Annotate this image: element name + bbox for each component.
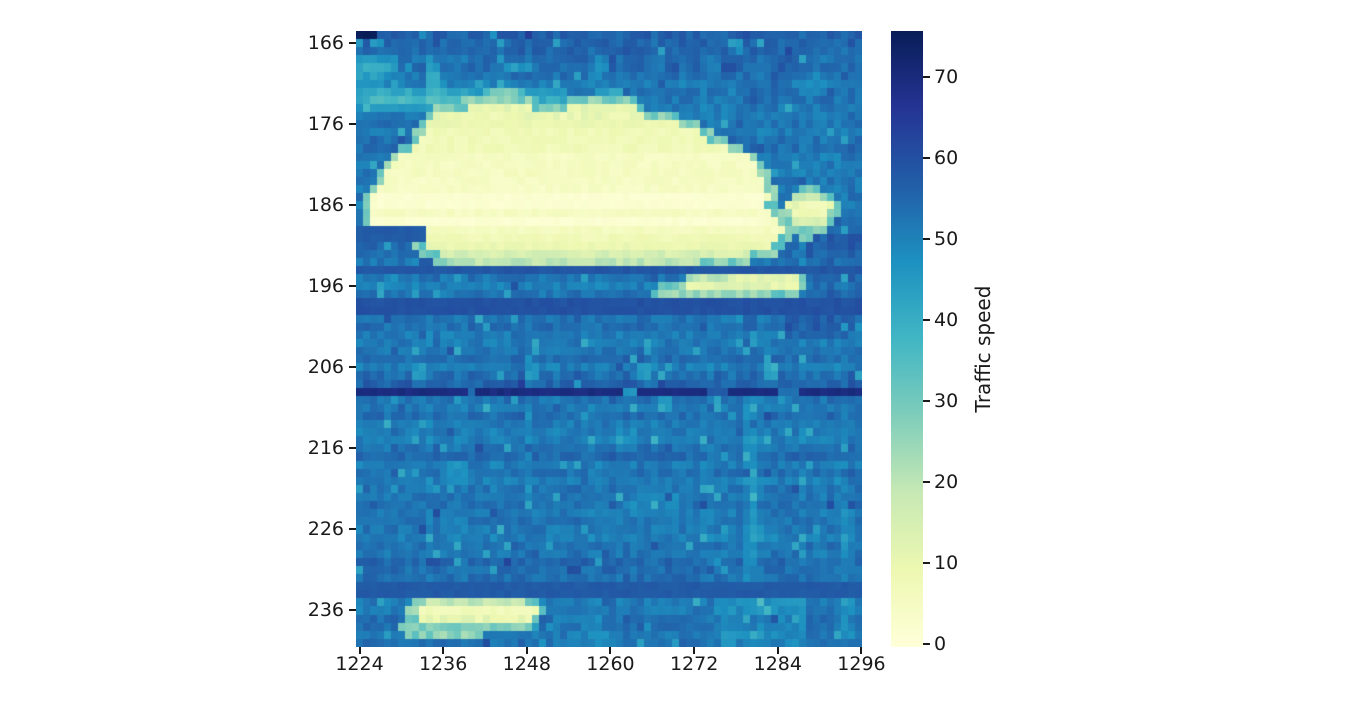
x-tick-mark — [525, 647, 528, 654]
x-tick-label: 1284 — [753, 653, 802, 675]
y-tick-label: 176 — [307, 112, 344, 135]
colorbar-tick-mark — [923, 643, 930, 645]
colorbar-tick-mark — [923, 400, 930, 402]
colorbar-tick-label: 40 — [934, 309, 959, 331]
colorbar-tick-label: 30 — [934, 390, 959, 412]
colorbar-tick-label: 70 — [934, 66, 959, 88]
y-tick-mark — [349, 446, 356, 449]
y-tick-mark — [349, 284, 356, 287]
x-tick-mark — [693, 647, 696, 654]
y-tick-mark — [349, 365, 356, 368]
colorbar-tick-mark — [923, 238, 930, 240]
x-tick-label: 1296 — [837, 653, 886, 675]
colorbar-tick-label: 60 — [934, 147, 959, 169]
y-tick-label: 236 — [307, 598, 344, 621]
x-tick-label: 1248 — [502, 653, 551, 675]
colorbar-tick-mark — [923, 319, 930, 321]
colorbar-axis-label: Traffic speed — [971, 285, 995, 413]
colorbar-tick-label: 0 — [934, 633, 947, 655]
y-tick-label: 186 — [307, 193, 344, 216]
colorbar-tick-mark — [923, 157, 930, 159]
y-tick-mark — [349, 41, 356, 44]
x-tick-label: 1260 — [586, 653, 635, 675]
colorbar-tick-label: 10 — [934, 552, 959, 574]
x-tick-mark — [609, 647, 612, 654]
x-tick-mark — [860, 647, 863, 654]
y-tick-label: 196 — [307, 274, 344, 297]
y-tick-label: 226 — [307, 517, 344, 540]
colorbar-tick-mark — [923, 481, 930, 483]
x-tick-mark — [442, 647, 445, 654]
y-tick-mark — [349, 608, 356, 611]
y-tick-label: 206 — [307, 355, 344, 378]
x-tick-label: 1272 — [669, 653, 719, 675]
y-tick-mark — [349, 122, 356, 125]
x-tick-mark — [358, 647, 361, 654]
colorbar-tick-label: 50 — [934, 228, 959, 250]
y-tick-mark — [349, 203, 356, 206]
y-tick-mark — [349, 527, 356, 530]
colorbar-tick-mark — [923, 76, 930, 78]
x-tick-label: 1236 — [418, 653, 468, 675]
y-tick-label: 166 — [307, 31, 344, 54]
colorbar-tick-label: 20 — [934, 471, 959, 493]
x-tick-mark — [776, 647, 779, 654]
colorbar-gradient — [891, 31, 923, 647]
x-tick-label: 1224 — [335, 653, 384, 675]
heatmap-canvas — [356, 31, 862, 647]
colorbar-tick-mark — [923, 562, 930, 564]
y-tick-label: 216 — [307, 436, 344, 459]
